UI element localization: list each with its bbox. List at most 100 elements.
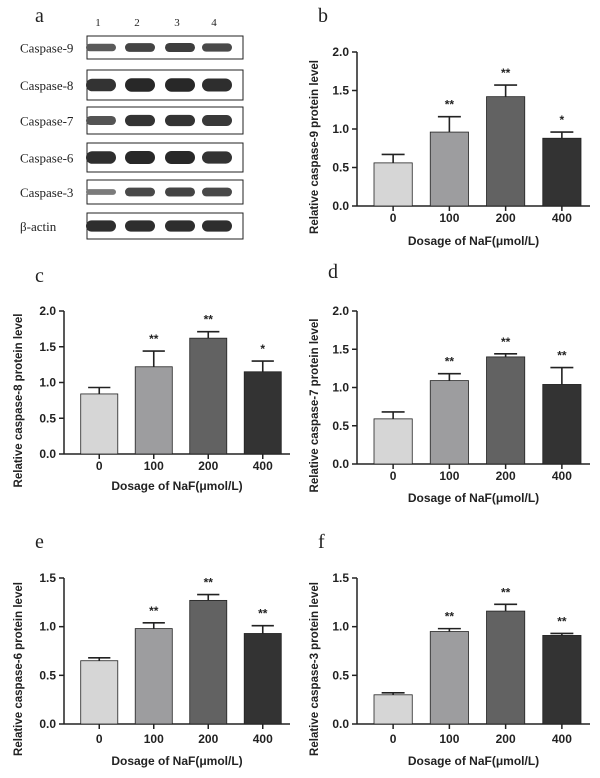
- blot-band: [165, 220, 195, 232]
- panel-label-d: d: [328, 261, 338, 283]
- blot-band: [165, 42, 195, 53]
- significance-label: **: [557, 614, 567, 628]
- significance-label: **: [557, 349, 567, 363]
- bar: [542, 635, 582, 725]
- protein-label: Caspase-8: [20, 78, 73, 93]
- y-tick-label: 1.0: [39, 376, 56, 390]
- y-tick-label: 1.5: [332, 84, 349, 98]
- panel-label-f: f: [318, 531, 325, 553]
- y-axis-label: Relative caspase-8 protein level: [13, 314, 25, 488]
- blot-band: [86, 115, 116, 126]
- bar: [80, 660, 119, 725]
- protein-label: Caspase-3: [20, 185, 73, 200]
- bar: [243, 633, 282, 725]
- y-tick-label: 2.0: [332, 45, 349, 59]
- bar: [429, 131, 469, 207]
- significance-label: *: [260, 342, 265, 356]
- x-tick-label: 200: [198, 732, 218, 746]
- panel-label-a: a: [35, 5, 44, 27]
- bar: [134, 366, 173, 455]
- y-axis-label: Relative caspase-9 protein level: [309, 60, 321, 234]
- y-tick-label: 1.0: [39, 620, 56, 634]
- y-tick-label: 1.5: [39, 571, 56, 585]
- bar: [542, 137, 582, 207]
- y-tick-label: 0.0: [39, 447, 56, 461]
- x-tick-label: 100: [439, 211, 459, 225]
- blot-band: [125, 151, 155, 164]
- western-blot: 1 2 3 4 Caspase-9 Caspase-8 Caspase-7 Caspase-6…: [20, 17, 244, 240]
- y-tick-label: 0.5: [332, 419, 349, 433]
- y-tick-label: 1.5: [332, 571, 349, 585]
- blot-band: [165, 151, 195, 164]
- bar: [80, 393, 119, 455]
- blot-band: [125, 114, 155, 127]
- significance-label: **: [501, 585, 511, 599]
- x-tick-label: 100: [439, 469, 459, 483]
- x-tick-label: 0: [96, 459, 103, 473]
- x-axis-label: Dosage of NaF(μmol/L): [408, 491, 539, 505]
- bar: [486, 610, 526, 725]
- y-axis-label: Relative caspase-6 protein level: [13, 582, 25, 756]
- blot-band: [86, 151, 116, 164]
- blot-band: [86, 189, 116, 195]
- x-tick-label: 400: [552, 211, 572, 225]
- y-tick-label: 1.0: [332, 620, 349, 634]
- significance-label: **: [258, 607, 268, 621]
- protein-label: Caspase-6: [20, 151, 74, 166]
- blot-band: [86, 78, 116, 92]
- bar: [373, 418, 413, 465]
- chart-panel-c: 0.0 0.5 1.0 1.5 2.0 0 ** 100 ** 200 * 400 Dosage of …: [13, 304, 290, 493]
- lane-number: 3: [174, 17, 180, 29]
- bar: [429, 631, 469, 725]
- x-tick-label: 400: [552, 469, 572, 483]
- chart-panel-f: 0.0 0.5 1.0 1.5 0 ** 100 ** 200 ** 400 Dosage of Na…: [309, 571, 590, 768]
- lane-number: 2: [134, 17, 140, 29]
- significance-label: *: [560, 113, 565, 127]
- panel-label-c: c: [35, 265, 44, 287]
- x-tick-label: 100: [144, 732, 164, 746]
- y-axis-label: Relative caspase-7 protein level: [309, 319, 321, 493]
- panel-label-e: e: [35, 531, 44, 553]
- y-tick-label: 2.0: [332, 304, 349, 318]
- significance-label: **: [445, 98, 455, 112]
- significance-label: **: [501, 66, 511, 80]
- y-tick-label: 0.5: [332, 668, 349, 682]
- blot-band: [125, 43, 155, 52]
- x-tick-label: 200: [198, 459, 218, 473]
- y-axis-label: Relative caspase-3 protein level: [309, 582, 321, 756]
- bar: [542, 384, 582, 465]
- significance-label: **: [204, 576, 214, 590]
- significance-label: **: [501, 335, 511, 349]
- y-tick-label: 1.5: [39, 340, 56, 354]
- x-axis-label: Dosage of NaF(μmol/L): [111, 479, 242, 493]
- x-tick-label: 0: [390, 732, 397, 746]
- bar: [486, 356, 526, 465]
- blot-band: [202, 187, 232, 197]
- significance-label: **: [445, 610, 455, 624]
- chart-panel-e: 0.0 0.5 1.0 1.5 0 ** 100 ** 200 ** 400 Dosage of Na…: [13, 571, 290, 768]
- blot-band: [202, 220, 232, 232]
- blot-band: [86, 43, 116, 52]
- blot-band: [202, 151, 232, 164]
- blot-band: [202, 78, 232, 92]
- blot-band: [125, 220, 155, 232]
- significance-label: **: [149, 604, 159, 618]
- chart-panel-d: 0.0 0.5 1.0 1.5 2.0 0 ** 100 ** 200 ** 400 Dosage of…: [309, 304, 590, 505]
- x-tick-label: 0: [390, 469, 397, 483]
- bar: [486, 96, 526, 207]
- blot-band: [202, 115, 232, 126]
- x-tick-label: 0: [96, 732, 103, 746]
- y-tick-label: 0.5: [39, 668, 56, 682]
- bar: [134, 628, 173, 725]
- bar: [189, 599, 228, 725]
- blot-band: [202, 43, 232, 52]
- x-tick-label: 100: [439, 732, 459, 746]
- blot-band: [125, 187, 155, 197]
- bar: [243, 371, 282, 455]
- bar: [373, 162, 413, 207]
- x-axis-label: Dosage of NaF(μmol/L): [408, 754, 539, 768]
- x-tick-label: 400: [552, 732, 572, 746]
- y-tick-label: 0.5: [39, 411, 56, 425]
- x-tick-label: 200: [496, 211, 516, 225]
- protein-label: Caspase-7: [20, 114, 74, 129]
